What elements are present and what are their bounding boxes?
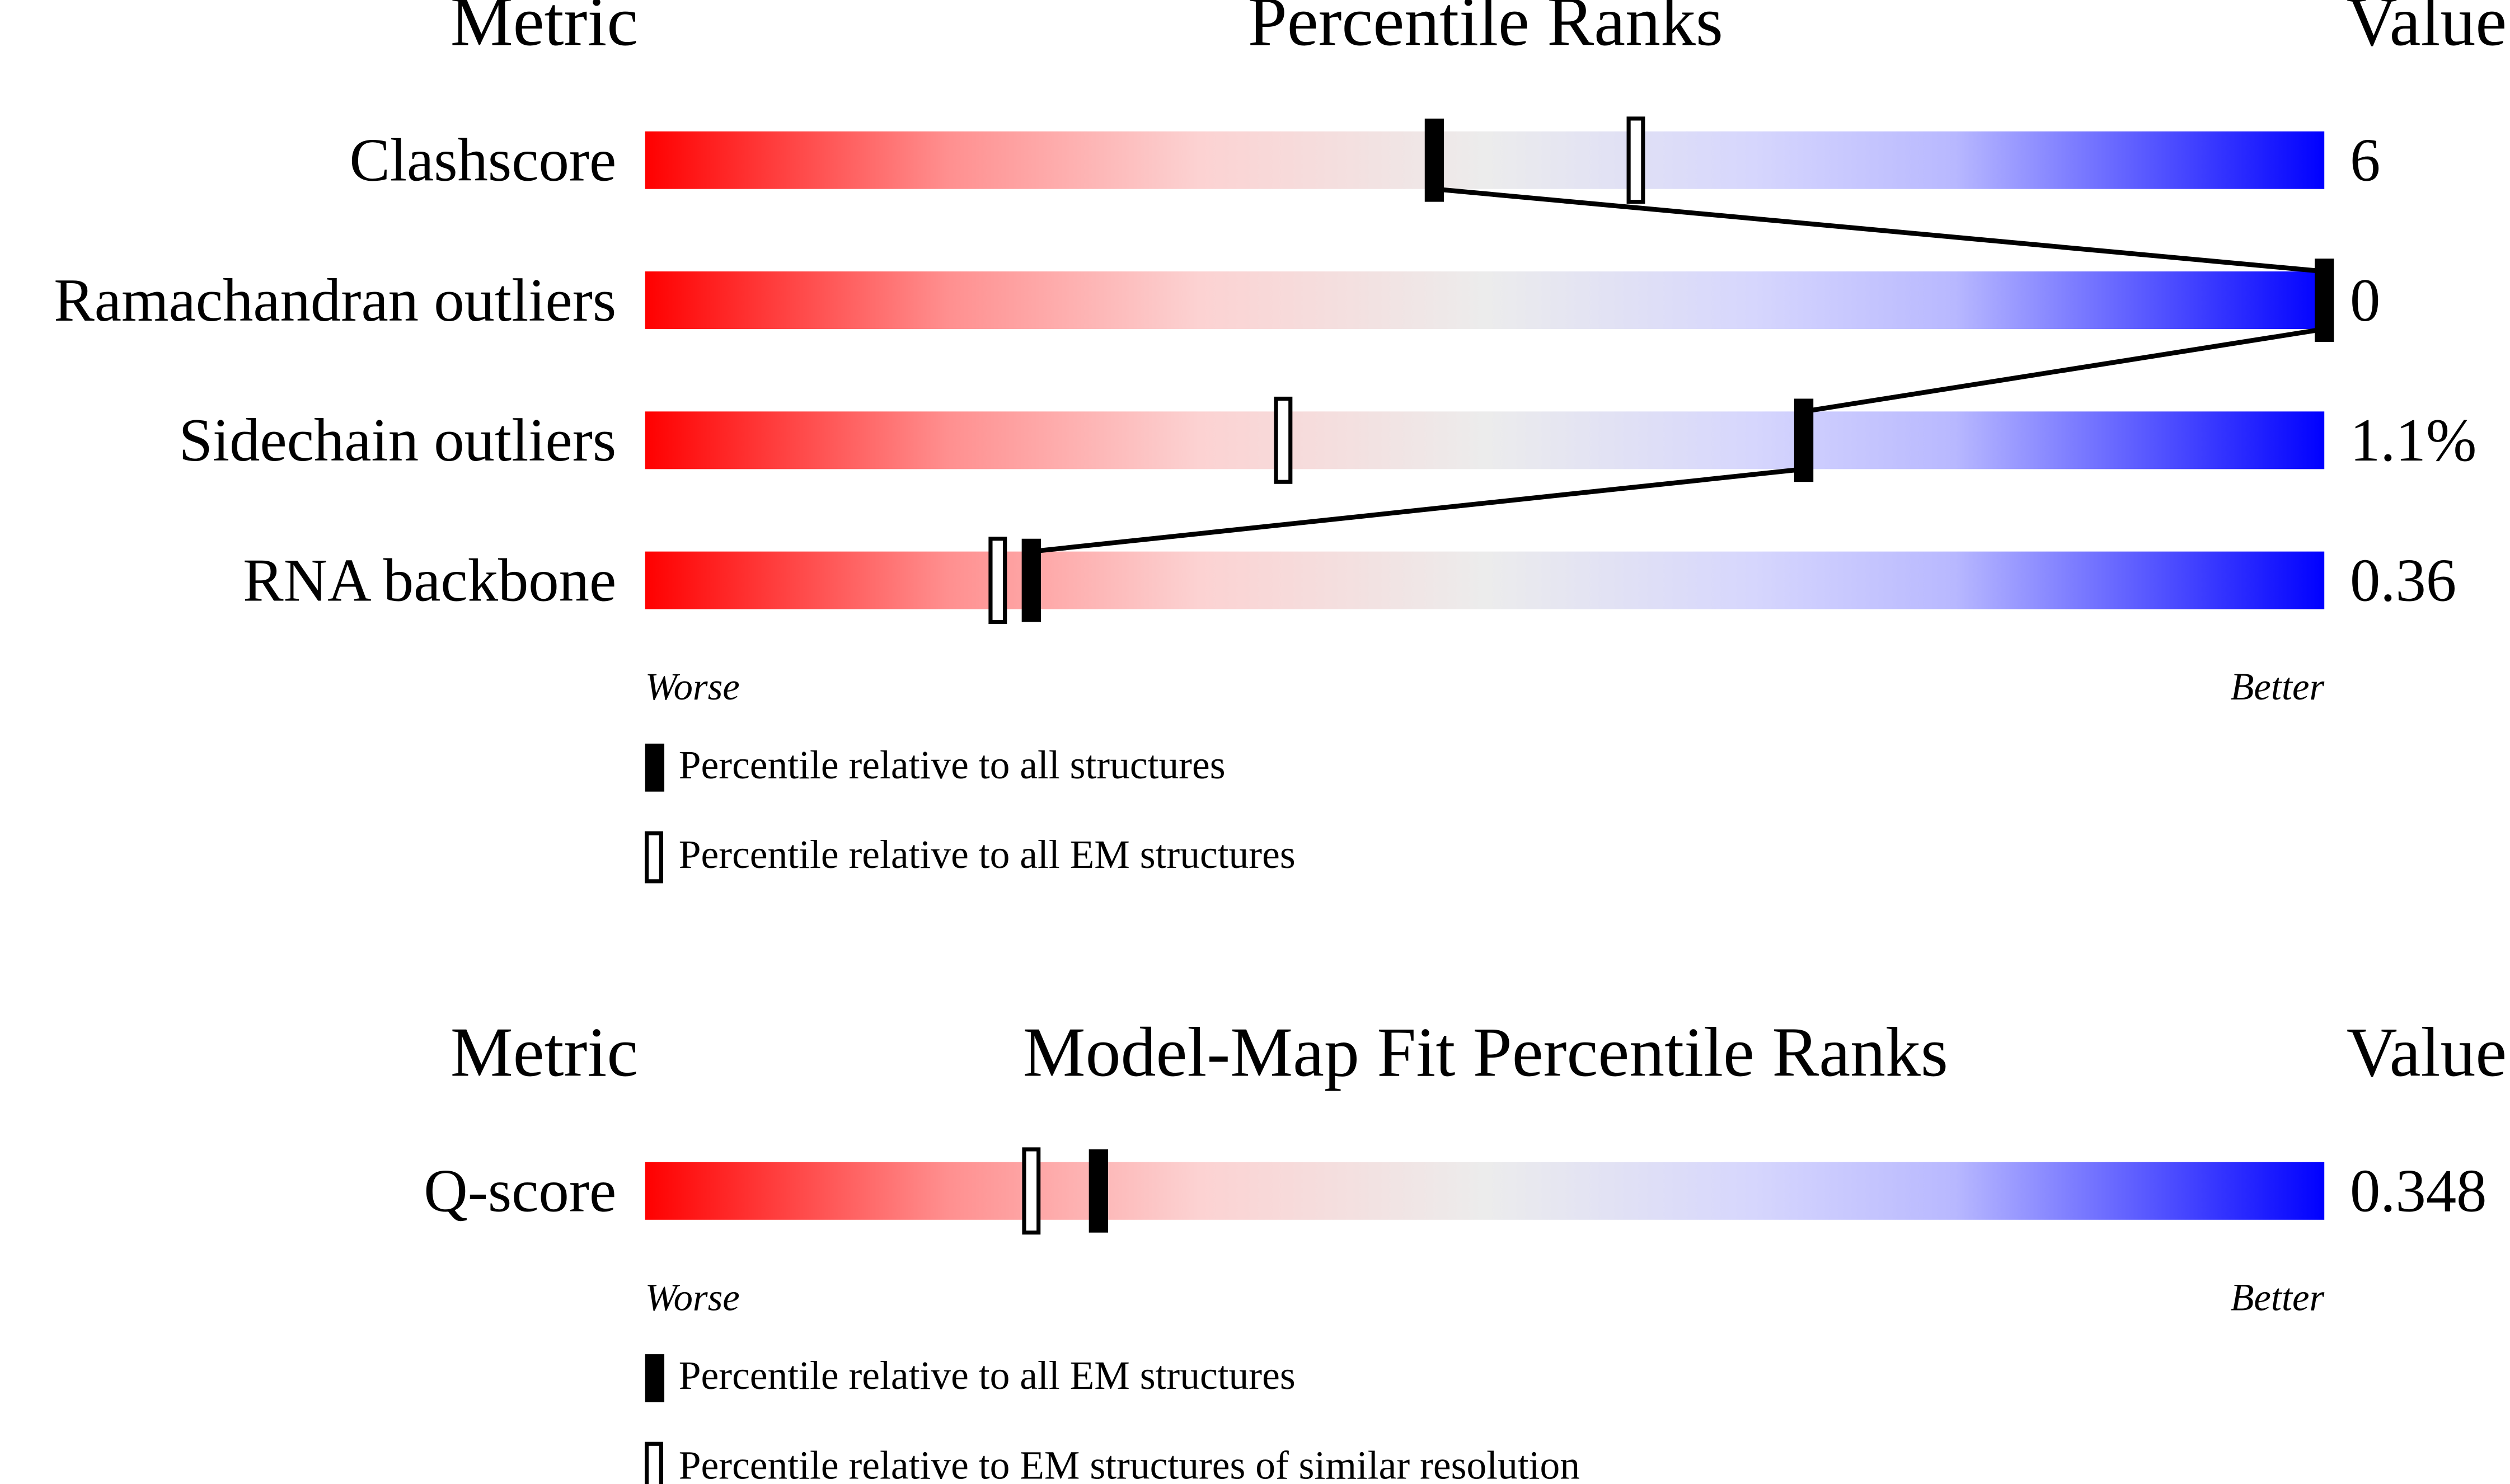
slider-bar: [645, 1162, 2325, 1220]
better-label: Better: [2231, 1276, 2325, 1318]
chart-title: Percentile Ranks: [1248, 0, 1723, 61]
slider-bar: [645, 551, 2325, 609]
worse-label: Worse: [645, 665, 740, 708]
metric-value: 0: [2350, 266, 2380, 334]
connector: [1031, 467, 1804, 554]
legend-marker: [645, 1354, 665, 1402]
legend-marker: [644, 831, 663, 884]
marker-filled: [1424, 118, 1444, 202]
value-header: Value: [2347, 0, 2507, 61]
metric-value: 0.348: [2350, 1157, 2487, 1225]
metric-header: Metric: [451, 0, 638, 61]
metric-value: 1.1%: [2350, 406, 2476, 474]
chart-title: Model-Map Fit Percentile Ranks: [1023, 1014, 1948, 1092]
metric-label: Clashscore: [349, 126, 616, 194]
legend-label: Percentile relative to all EM structures: [679, 1354, 1296, 1398]
marker-open: [1022, 1147, 1041, 1235]
marker-filled: [1089, 1149, 1109, 1233]
marker-filled: [1021, 538, 1041, 622]
better-label: Better: [2231, 665, 2325, 708]
legend-label: Percentile relative to all structures: [679, 743, 1226, 787]
marker-open: [1274, 396, 1293, 484]
connector: [1803, 326, 2325, 414]
legend-marker: [644, 1441, 663, 1484]
metric-label: Sidechain outliers: [179, 406, 616, 474]
marker-open: [988, 537, 1007, 624]
metric-value: 0.36: [2350, 546, 2456, 614]
metric-value: 6: [2350, 126, 2380, 194]
metric-label: Ramachandran outliers: [54, 266, 616, 334]
slider-bar: [645, 131, 2325, 189]
value-header: Value: [2347, 1014, 2507, 1092]
metric-label: RNA backbone: [243, 546, 616, 614]
marker-filled: [2315, 259, 2334, 342]
marker-filled: [1794, 398, 1814, 482]
connector: [1434, 186, 2325, 274]
slider-bar: [645, 411, 2325, 469]
slider-bar: [645, 271, 2325, 330]
legend-marker: [645, 743, 665, 792]
metric-label: Q-score: [424, 1157, 616, 1225]
legend-label: Percentile relative to EM structures of …: [679, 1443, 1580, 1484]
legend-label: Percentile relative to all EM structures: [679, 833, 1296, 877]
marker-open: [1626, 116, 1645, 204]
metric-header: Metric: [451, 1014, 638, 1092]
worse-label: Worse: [645, 1276, 740, 1318]
